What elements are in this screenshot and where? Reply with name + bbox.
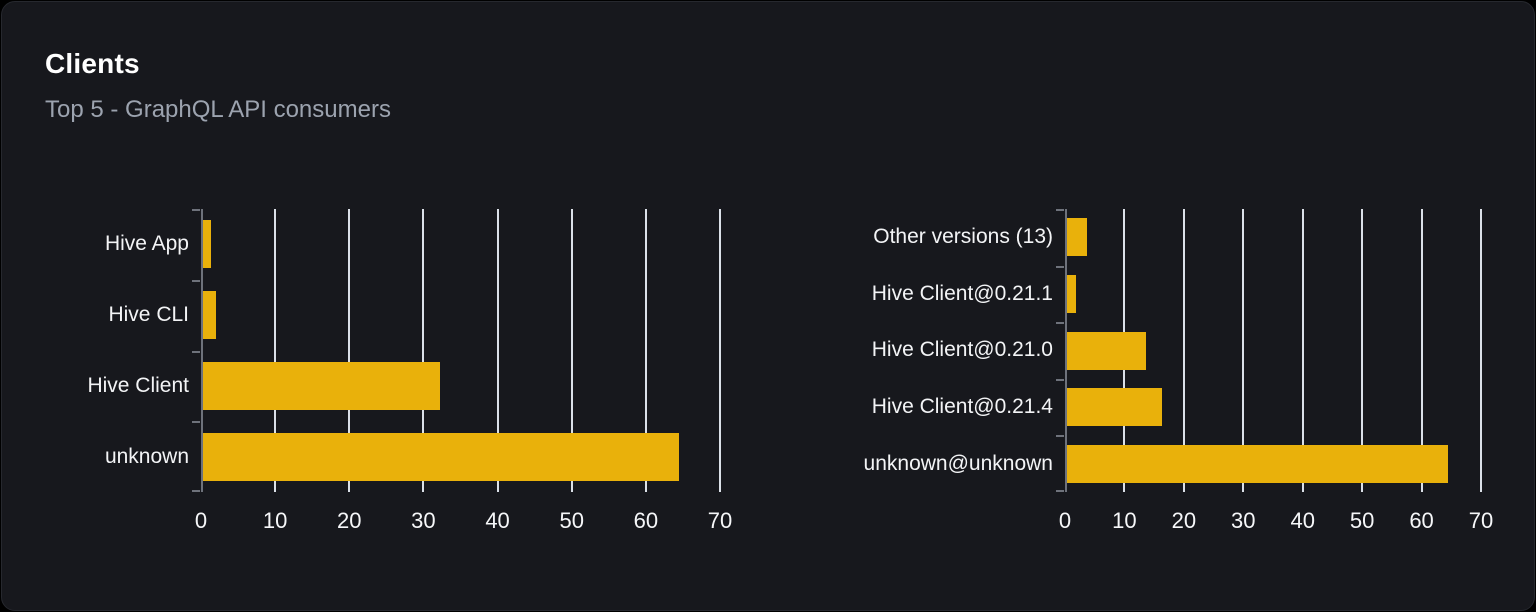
- gridline: [274, 209, 277, 492]
- bar-unknown[interactable]: [203, 433, 680, 481]
- y-axis-tick-mark: [1056, 322, 1064, 324]
- x-axis-tick-label: 60: [1409, 508, 1434, 533]
- clients-bar-chart: Hive App Hive CLI Hive Client unknown 0 10 20…: [62, 209, 732, 533]
- y-axis-line: [201, 209, 203, 492]
- category-label: Hive Client@0.21.1: [871, 281, 1053, 305]
- x-axis-tick-label: 20: [1171, 508, 1197, 533]
- card-subtitle: Top 5 - GraphQL API consumers: [45, 96, 391, 123]
- y-axis-tick-mark: [1056, 490, 1064, 492]
- y-axis-tick-mark: [192, 351, 200, 353]
- gridline: [422, 209, 425, 492]
- gridline: [348, 209, 351, 492]
- x-axis-tick-label: 50: [559, 508, 584, 533]
- x-axis-tick-label: 30: [1231, 508, 1256, 533]
- x-axis-tick-label: 60: [633, 508, 659, 533]
- y-axis-tick-mark: [192, 209, 200, 211]
- x-axis-ticks: 0 10 20 30 40 50 60 70: [195, 492, 732, 536]
- y-axis-tick-mark: [1056, 209, 1064, 211]
- x-axis-tick-label: 50: [1349, 508, 1375, 533]
- gridline: [644, 209, 647, 492]
- bar-hive-client-0.21.0[interactable]: [1067, 332, 1146, 370]
- category-label: Hive Client: [87, 373, 189, 397]
- y-axis-tick-mark: [192, 490, 200, 492]
- category-labels: Hive App Hive CLI Hive Client unknown: [62, 209, 201, 492]
- category-label: Hive Client@0.21.4: [871, 395, 1053, 419]
- x-axis-tick-label: 40: [1290, 508, 1315, 533]
- y-axis-tick-mark: [1056, 379, 1064, 381]
- gridline: [719, 209, 721, 492]
- x-axis-tick-label: 40: [485, 508, 510, 533]
- category-label: unknown@unknown: [863, 451, 1053, 475]
- y-axis-line: [1065, 209, 1067, 492]
- category-label: Hive App: [104, 232, 189, 256]
- x-axis-tick-label: 70: [1468, 508, 1494, 533]
- y-axis-tick-mark: [192, 421, 200, 423]
- card-title: Clients: [45, 48, 140, 79]
- gridline: [1242, 209, 1245, 492]
- bar-hive-client[interactable]: [203, 362, 441, 410]
- gridline: [1301, 209, 1304, 492]
- plot-area: 0 10 20 30 40 50 60 70: [192, 209, 732, 533]
- x-axis-tick-label: 10: [1112, 508, 1137, 533]
- bar-hive-cli[interactable]: [203, 291, 216, 339]
- x-axis-tick-label: 20: [337, 508, 362, 533]
- category-labels: Other versions (13) Hive Client@0.21.1 Hiv…: [822, 209, 1065, 492]
- category-label: Hive CLI: [108, 303, 189, 327]
- gridline: [1361, 209, 1364, 492]
- category-label: unknown: [104, 444, 189, 468]
- gridline: [1182, 209, 1185, 492]
- x-axis-ticks: 0 10 20 30 40 50 60 70: [1059, 492, 1493, 536]
- gridline: [570, 209, 573, 492]
- bar-hive-client-0.21.1[interactable]: [1067, 275, 1076, 313]
- category-label: Other versions (13): [873, 225, 1053, 249]
- gridline: [496, 209, 499, 492]
- gridline: [1480, 209, 1482, 492]
- bar-other-versions-13-[interactable]: [1067, 218, 1087, 256]
- bar-hive-client-0.21.4[interactable]: [1067, 388, 1163, 426]
- y-axis-tick-mark: [1056, 266, 1064, 268]
- x-axis-tick-label: 0: [194, 508, 208, 533]
- x-axis-tick-label: 70: [707, 508, 733, 533]
- gridline: [1420, 209, 1423, 492]
- x-axis-tick-label: 10: [262, 508, 288, 533]
- client-versions-bar-chart: Other versions (13) Hive Client@0.21.1 Hiv…: [822, 209, 1493, 533]
- category-label: Hive Client@0.21.0: [871, 338, 1053, 362]
- plot-area: 0 10 20 30 40 50 60 70: [1056, 209, 1493, 533]
- bar-unknown-unknown[interactable]: [1067, 445, 1448, 483]
- y-axis-tick-mark: [192, 280, 200, 282]
- y-axis-tick-mark: [1056, 435, 1064, 437]
- x-axis-tick-label: 0: [1058, 508, 1072, 533]
- bar-hive-app[interactable]: [203, 220, 211, 268]
- x-axis-tick-label: 30: [411, 508, 436, 533]
